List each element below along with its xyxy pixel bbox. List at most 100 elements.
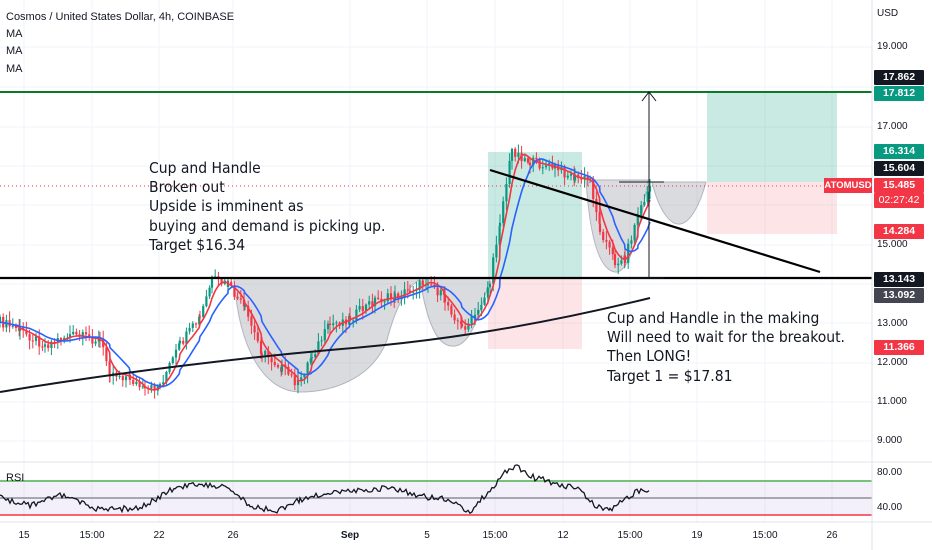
- current-price-badge: 15.485: [874, 178, 924, 193]
- candle-body: [633, 224, 636, 241]
- candle-body: [273, 362, 276, 366]
- candle-body: [586, 176, 589, 180]
- time-tick: 26: [826, 530, 838, 541]
- candle-body: [473, 314, 477, 319]
- candle-body: [450, 305, 453, 315]
- candle-body: [477, 309, 480, 315]
- candle-body: [253, 325, 256, 333]
- candle-body: [640, 205, 643, 215]
- candle-body: [138, 381, 141, 388]
- candle-body: [0, 317, 2, 322]
- candle-body: [118, 375, 121, 377]
- annotation-right[interactable]: Cup and Handle in the making Will need t…: [607, 309, 845, 385]
- annotation-left[interactable]: Cup and Handle Broken out Upside is immi…: [149, 159, 386, 254]
- candle-body: [306, 362, 309, 375]
- candle-body: [202, 306, 205, 317]
- candle-body: [418, 280, 421, 291]
- ma-indicator-1[interactable]: MA: [6, 28, 23, 40]
- candle-body: [280, 364, 284, 372]
- candle-body: [364, 304, 368, 312]
- candle-body: [426, 284, 430, 286]
- candle-body: [22, 326, 25, 331]
- chart-title: Cosmos / United States Dollar, 4h, COINB…: [6, 11, 235, 23]
- candle-body: [50, 341, 53, 348]
- candle-body: [526, 158, 530, 163]
- candle-body: [643, 201, 646, 206]
- candle-body: [538, 159, 541, 169]
- price-badge: 14.284: [874, 224, 924, 239]
- candle-body: [566, 175, 569, 178]
- candle-body: [605, 239, 608, 242]
- candle-body: [464, 326, 467, 330]
- ma-indicator-3[interactable]: MA: [6, 63, 23, 75]
- candle-body: [153, 385, 156, 391]
- candle-body: [25, 330, 28, 335]
- candle-body: [270, 357, 273, 363]
- candle-body: [510, 148, 514, 161]
- candle-body: [488, 283, 492, 288]
- time-tick: 15: [18, 530, 30, 541]
- candle-body: [598, 223, 602, 232]
- candle-body: [498, 223, 502, 227]
- candle-body: [210, 276, 214, 288]
- candle-body: [88, 334, 91, 338]
- price-tick: 19.000: [877, 41, 908, 52]
- candle-body: [43, 344, 47, 347]
- candle-body: [102, 339, 105, 348]
- ma-indicator-2[interactable]: MA: [6, 45, 23, 57]
- price-tick: 9.000: [877, 435, 903, 446]
- candle-body: [415, 290, 418, 292]
- candle-body: [573, 174, 577, 181]
- candle-body: [230, 281, 233, 286]
- candle-body: [326, 323, 330, 330]
- price-badge: 13.143: [874, 272, 924, 287]
- candle-body: [11, 325, 14, 327]
- candle-body: [208, 287, 211, 297]
- candle-body: [352, 320, 355, 322]
- candle-body: [293, 375, 296, 386]
- candle-body: [548, 162, 551, 166]
- candle-body: [535, 157, 538, 160]
- measure-arrow-head: [641, 91, 657, 102]
- candle-body: [141, 386, 144, 388]
- candle-body: [323, 329, 326, 341]
- candle-body: [371, 301, 374, 307]
- candle-body: [178, 340, 182, 344]
- candle-body: [646, 191, 649, 202]
- grid: [0, 0, 872, 522]
- handle-right[interactable]: [651, 181, 707, 225]
- candle-body: [332, 323, 335, 325]
- countdown-badge: 02:27:42: [874, 193, 924, 208]
- candle-body: [239, 298, 242, 300]
- candle-body: [648, 185, 652, 192]
- projected-target-zone[interactable]: [707, 92, 837, 182]
- candle-body: [75, 331, 78, 335]
- candle-body: [373, 297, 377, 307]
- candle-body: [158, 384, 162, 387]
- long-stop-zone[interactable]: [488, 279, 582, 349]
- price-tick: 15.000: [877, 239, 908, 250]
- candle-body: [132, 379, 135, 384]
- candle-body: [38, 336, 41, 347]
- candle-body: [611, 247, 614, 255]
- candle-body: [309, 358, 312, 363]
- symbol-tag: ATOMUSD: [824, 178, 872, 193]
- candle-body: [368, 301, 371, 305]
- projected-stop-zone[interactable]: [707, 182, 837, 234]
- rsi-label[interactable]: RSI: [6, 472, 25, 484]
- descending-trendline[interactable]: [489, 168, 821, 274]
- candle-body: [408, 290, 412, 293]
- ma-slow-line: [0, 297, 651, 393]
- candle-body: [541, 167, 544, 169]
- candle-body: [608, 241, 611, 248]
- candle-body: [377, 297, 380, 299]
- candle-body: [205, 296, 208, 307]
- candle-body: [505, 184, 508, 202]
- candle-body: [563, 167, 566, 178]
- candle-body: [523, 158, 526, 162]
- candle-body: [220, 278, 223, 284]
- candle-body: [514, 148, 517, 157]
- candle-body: [393, 293, 397, 301]
